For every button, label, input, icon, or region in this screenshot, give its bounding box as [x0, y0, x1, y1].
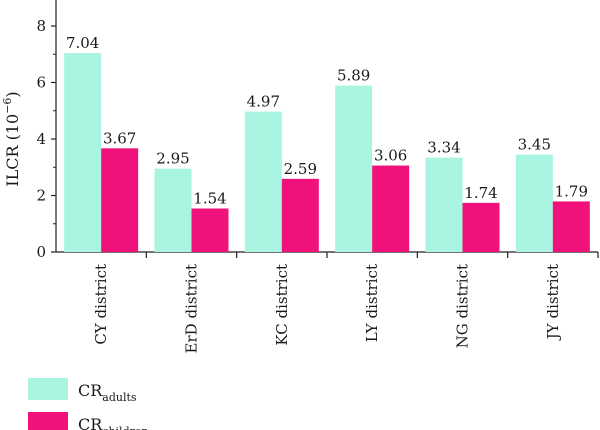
data-label: 5.89 [337, 67, 370, 85]
category-label: NG district [454, 264, 472, 348]
data-label: 2.59 [284, 160, 317, 178]
data-label: 1.79 [555, 182, 588, 200]
legend-label-children: CRchildren [78, 415, 148, 430]
bar-children-2 [281, 178, 319, 252]
bar-children-0 [101, 148, 139, 252]
bars-group [64, 53, 590, 253]
category-label: ErD district [183, 264, 201, 353]
bar-children-4 [462, 202, 500, 252]
data-label: 1.54 [193, 189, 226, 207]
y-axis: 0 2 4 6 8 ILCR (10−6) [1, 0, 57, 261]
y-tick-label: 4 [36, 130, 46, 148]
data-label: 2.95 [156, 150, 189, 168]
bar-children-3 [372, 165, 410, 252]
legend: CRadults CRchildren [28, 378, 148, 430]
legend-swatch-adults [28, 378, 68, 400]
data-label: 3.06 [374, 147, 407, 165]
bar-adults-4 [425, 157, 463, 252]
bar-adults-2 [244, 111, 282, 252]
category-label: CY district [92, 264, 110, 345]
data-label: 7.04 [66, 34, 99, 52]
y-tick-label: 8 [36, 17, 46, 35]
bar-adults-1 [154, 168, 192, 252]
category-label: LY district [363, 264, 381, 342]
category-label: JY district [544, 264, 562, 341]
bar-children-1 [191, 208, 229, 252]
y-tick-label: 0 [36, 243, 46, 261]
data-label: 1.74 [464, 184, 497, 202]
x-axis: CY district ErD district KC district LY dis… [56, 251, 599, 353]
bar-adults-0 [64, 53, 102, 253]
data-labels-group: 7.04 3.67 2.95 1.54 4.97 2.59 5.89 3.06 3.34 1.74… [66, 34, 588, 207]
category-label: KC district [273, 264, 291, 346]
bar-adults-3 [335, 85, 373, 252]
legend-label-adults: CRadults [78, 381, 137, 404]
data-label: 3.67 [103, 129, 136, 147]
data-label: 3.45 [518, 136, 551, 154]
bar-adults-5 [515, 154, 553, 252]
legend-swatch-children [28, 412, 68, 430]
y-tick-label: 2 [36, 187, 46, 205]
data-label: 4.97 [247, 93, 280, 111]
y-axis-title: ILCR (10−6) [1, 91, 22, 186]
bar-children-5 [552, 201, 590, 252]
data-label: 3.34 [427, 139, 460, 157]
y-tick-label: 6 [36, 74, 46, 92]
